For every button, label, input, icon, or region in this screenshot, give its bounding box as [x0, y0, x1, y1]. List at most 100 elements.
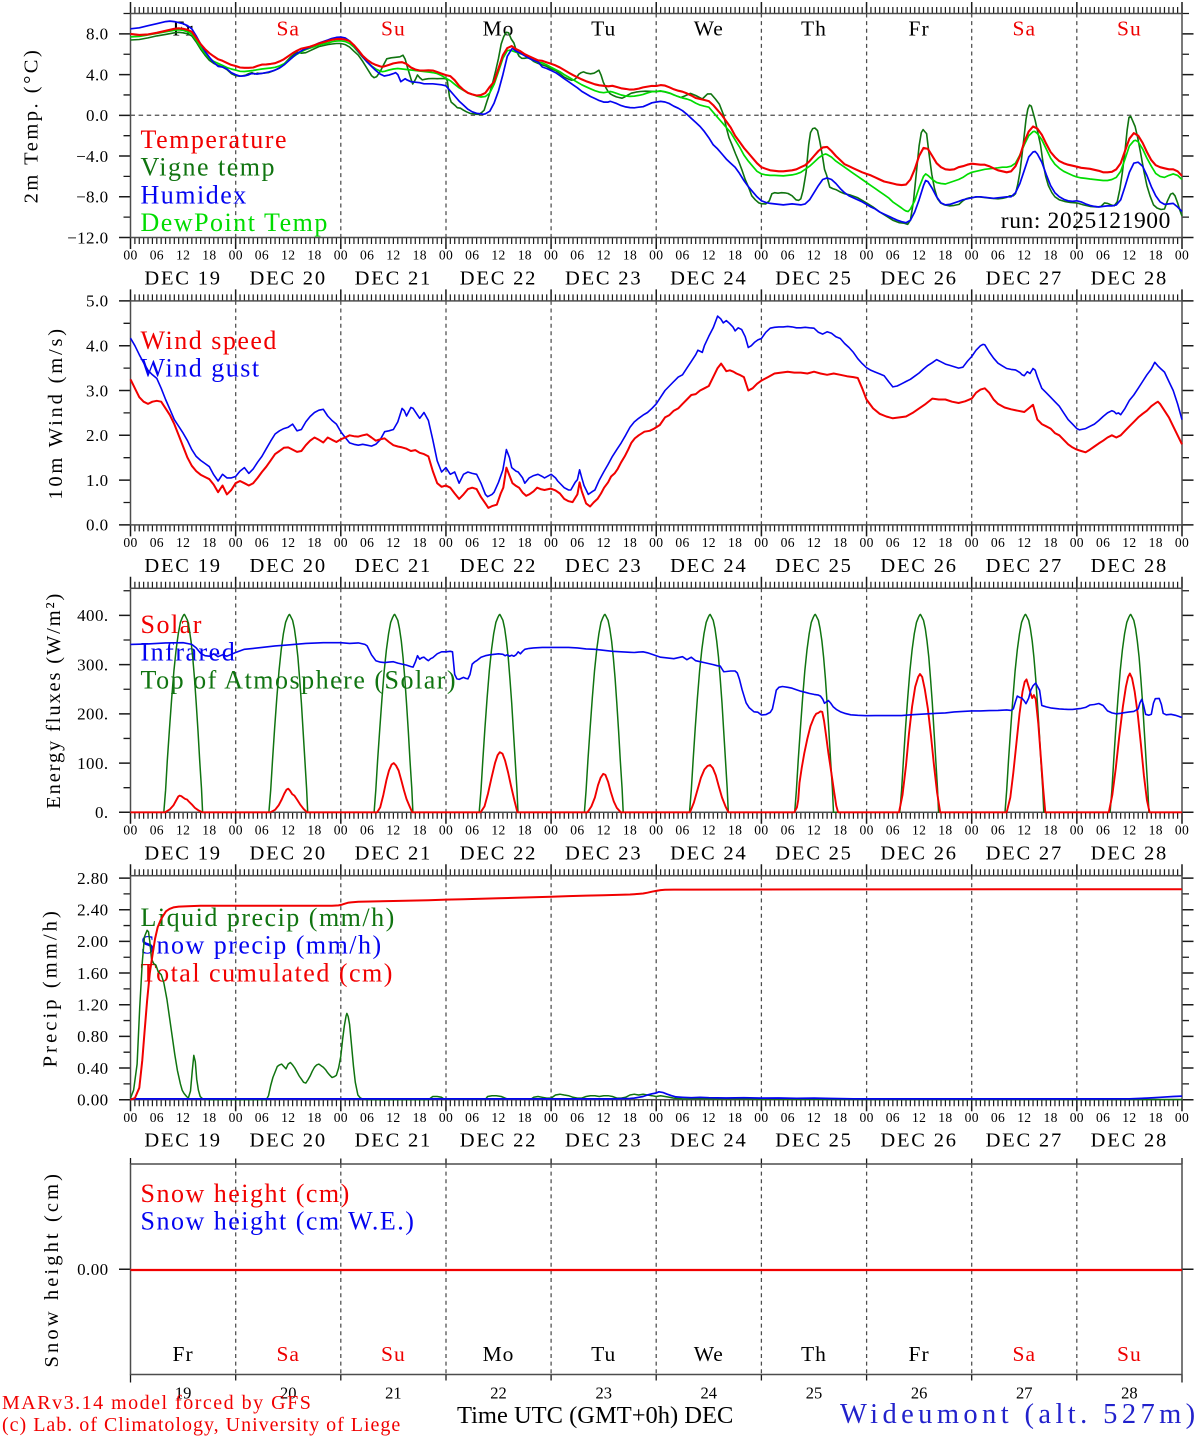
svg-text:12: 12 — [281, 535, 295, 550]
svg-text:18: 18 — [1149, 823, 1163, 838]
svg-text:06: 06 — [886, 823, 900, 838]
svg-text:−4.0: −4.0 — [76, 147, 108, 166]
svg-text:DEC 25: DEC 25 — [775, 555, 852, 577]
svg-text:run: 2025121900: run: 2025121900 — [1001, 208, 1171, 234]
svg-text:12: 12 — [281, 1110, 295, 1125]
svg-text:Time UTC (GMT+0h) DEC: Time UTC (GMT+0h) DEC — [457, 1402, 733, 1429]
svg-text:12: 12 — [176, 535, 190, 550]
svg-text:18: 18 — [1043, 1110, 1057, 1125]
svg-text:Th: Th — [801, 1342, 827, 1366]
svg-text:00: 00 — [229, 535, 243, 550]
svg-text:12: 12 — [702, 1110, 716, 1125]
svg-text:06: 06 — [886, 1110, 900, 1125]
svg-text:DEC 20: DEC 20 — [249, 555, 326, 577]
svg-text:DEC 23: DEC 23 — [565, 268, 642, 290]
svg-text:12: 12 — [176, 823, 190, 838]
svg-text:100.: 100. — [77, 754, 108, 773]
svg-text:06: 06 — [1096, 823, 1110, 838]
svg-text:18: 18 — [518, 535, 532, 550]
svg-text:06: 06 — [255, 823, 269, 838]
svg-text:00: 00 — [544, 1110, 558, 1125]
svg-text:12: 12 — [386, 248, 400, 263]
svg-text:00: 00 — [965, 248, 979, 263]
svg-text:DEC 19: DEC 19 — [144, 555, 221, 577]
svg-text:4.0: 4.0 — [86, 65, 108, 84]
svg-text:Solar: Solar — [141, 610, 203, 639]
svg-text:We: We — [694, 1342, 724, 1366]
svg-text:18: 18 — [413, 1110, 427, 1125]
svg-text:06: 06 — [1096, 535, 1110, 550]
svg-text:18: 18 — [623, 535, 637, 550]
svg-text:00: 00 — [229, 248, 243, 263]
svg-text:0.00: 0.00 — [77, 1091, 108, 1110]
svg-text:18: 18 — [728, 248, 742, 263]
svg-text:12: 12 — [702, 248, 716, 263]
svg-text:18: 18 — [938, 1110, 952, 1125]
svg-text:DEC 27: DEC 27 — [986, 555, 1063, 577]
svg-text:300.: 300. — [77, 655, 108, 674]
svg-text:Wideumont (alt. 527m): Wideumont (alt. 527m) — [840, 1399, 1194, 1430]
svg-text:DEC 25: DEC 25 — [775, 1130, 852, 1152]
svg-text:18: 18 — [938, 535, 952, 550]
svg-text:12: 12 — [702, 535, 716, 550]
svg-text:12: 12 — [176, 1110, 190, 1125]
svg-text:06: 06 — [781, 248, 795, 263]
svg-text:DEC 24: DEC 24 — [670, 555, 747, 577]
svg-text:12: 12 — [386, 823, 400, 838]
svg-text:DEC 20: DEC 20 — [249, 1130, 326, 1152]
svg-text:18: 18 — [1043, 248, 1057, 263]
svg-text:DEC 25: DEC 25 — [775, 842, 852, 864]
svg-text:06: 06 — [465, 1110, 479, 1125]
svg-text:Snow precip (mm/h): Snow precip (mm/h) — [141, 931, 383, 960]
svg-text:1.0: 1.0 — [86, 471, 108, 490]
svg-text:18: 18 — [938, 823, 952, 838]
svg-text:DEC 19: DEC 19 — [144, 268, 221, 290]
svg-text:Mo: Mo — [483, 17, 515, 41]
svg-text:DEC 26: DEC 26 — [880, 1130, 957, 1152]
svg-text:DEC 28: DEC 28 — [1091, 555, 1168, 577]
svg-text:DEC 28: DEC 28 — [1091, 268, 1168, 290]
svg-text:27: 27 — [1016, 1384, 1033, 1403]
svg-text:DewPoint Temp: DewPoint Temp — [141, 208, 329, 237]
svg-text:Temperature: Temperature — [141, 125, 289, 154]
svg-text:00: 00 — [859, 248, 873, 263]
svg-text:0.0: 0.0 — [86, 516, 108, 535]
svg-text:00: 00 — [123, 248, 137, 263]
svg-text:MARv3.14 model forced by GFS: MARv3.14 model forced by GFS — [2, 1392, 312, 1414]
svg-text:12: 12 — [912, 248, 926, 263]
svg-text:06: 06 — [991, 535, 1005, 550]
svg-text:06: 06 — [465, 823, 479, 838]
svg-text:28: 28 — [1121, 1384, 1138, 1403]
svg-text:18: 18 — [1149, 1110, 1163, 1125]
svg-text:00: 00 — [229, 823, 243, 838]
svg-text:DEC 28: DEC 28 — [1091, 842, 1168, 864]
svg-text:Fr: Fr — [909, 17, 930, 41]
svg-text:Top of Atmosphere (Solar): Top of Atmosphere (Solar) — [141, 665, 458, 694]
svg-text:Sa: Sa — [1013, 17, 1037, 41]
svg-text:Su: Su — [1117, 1342, 1142, 1366]
svg-text:12: 12 — [491, 535, 505, 550]
svg-text:23: 23 — [595, 1384, 612, 1403]
svg-text:Liquid precip (mm/h): Liquid precip (mm/h) — [141, 903, 396, 932]
svg-text:06: 06 — [886, 248, 900, 263]
svg-text:18: 18 — [1043, 535, 1057, 550]
svg-text:00: 00 — [334, 1110, 348, 1125]
svg-text:DEC 26: DEC 26 — [880, 842, 957, 864]
svg-text:18: 18 — [833, 823, 847, 838]
svg-text:06: 06 — [465, 535, 479, 550]
svg-text:3.0: 3.0 — [86, 381, 108, 400]
svg-text:06: 06 — [570, 248, 584, 263]
svg-text:06: 06 — [781, 823, 795, 838]
svg-text:06: 06 — [570, 823, 584, 838]
svg-text:00: 00 — [649, 1110, 663, 1125]
svg-text:00: 00 — [123, 1110, 137, 1125]
svg-text:Tu: Tu — [591, 17, 616, 41]
svg-text:00: 00 — [1070, 823, 1084, 838]
svg-text:25: 25 — [806, 1384, 823, 1403]
svg-text:06: 06 — [991, 248, 1005, 263]
svg-text:−12.0: −12.0 — [67, 228, 108, 247]
svg-text:0.0: 0.0 — [86, 106, 108, 125]
svg-text:18: 18 — [202, 535, 216, 550]
svg-text:12: 12 — [1122, 823, 1136, 838]
svg-text:DEC 28: DEC 28 — [1091, 1130, 1168, 1152]
